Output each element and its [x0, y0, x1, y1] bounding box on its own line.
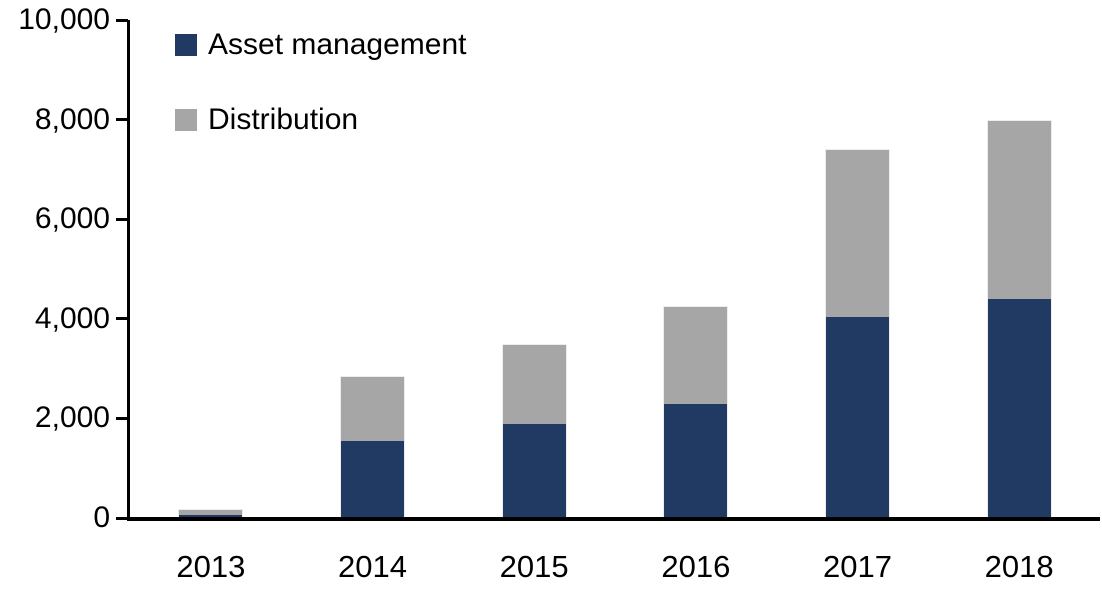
y-axis-tick-mark [116, 118, 128, 122]
bar-segment-distribution [826, 150, 889, 317]
y-axis-line [127, 20, 130, 520]
bar-segment-asset-management [341, 441, 404, 518]
legend-item-distribution: Distribution [175, 104, 466, 136]
bar-2016 [663, 306, 729, 518]
y-axis-tick-label: 4,000 [34, 301, 110, 335]
legend-label: Asset management [208, 28, 467, 61]
y-axis-tick-label: 2,000 [34, 401, 110, 435]
x-axis-category-label: 2013 [176, 549, 246, 584]
bar-segment-distribution [664, 307, 728, 404]
y-axis-tick-mark [116, 416, 128, 420]
bar-2013 [178, 508, 244, 518]
x-axis-category-label: 2016 [661, 549, 731, 584]
y-axis-tick-mark [116, 217, 128, 221]
legend: Asset management Distribution [175, 29, 466, 136]
bar-segment-distribution [987, 120, 1051, 300]
bar-segment-asset-management [826, 316, 889, 518]
bar-2015 [501, 343, 567, 518]
y-axis-tick-label: 8,000 [34, 102, 110, 136]
bar-2014 [340, 376, 405, 518]
x-axis-line [127, 516, 1100, 521]
legend-label: Distribution [208, 103, 359, 136]
bar-segment-distribution [341, 377, 404, 442]
y-axis-tick-label: 10,000 [18, 3, 110, 36]
legend-item-asset-management: Asset management [175, 29, 466, 61]
bar-segment-distribution [502, 344, 566, 424]
y-axis-tick-label: 0 [93, 501, 110, 534]
x-axis-category-label: 2014 [338, 549, 407, 584]
x-axis-category-label: 2015 [499, 549, 569, 584]
x-axis-category-label: 2018 [984, 549, 1054, 584]
bar-2018 [986, 119, 1052, 518]
bar-segment-asset-management [502, 423, 566, 518]
y-axis-tick-mark [116, 516, 128, 520]
legend-swatch-icon [175, 109, 197, 131]
y-axis-tick-mark [116, 18, 128, 22]
bar-2017 [825, 149, 890, 518]
x-axis-category-label: 2017 [823, 549, 892, 584]
bar-segment-distribution [179, 509, 243, 515]
bar-segment-asset-management [179, 514, 243, 518]
bar-segment-asset-management [664, 404, 728, 518]
legend-swatch-icon [175, 34, 197, 56]
y-axis-tick-label: 6,000 [34, 202, 110, 236]
bar-segment-asset-management [987, 299, 1051, 518]
y-axis-tick-mark [116, 317, 128, 321]
